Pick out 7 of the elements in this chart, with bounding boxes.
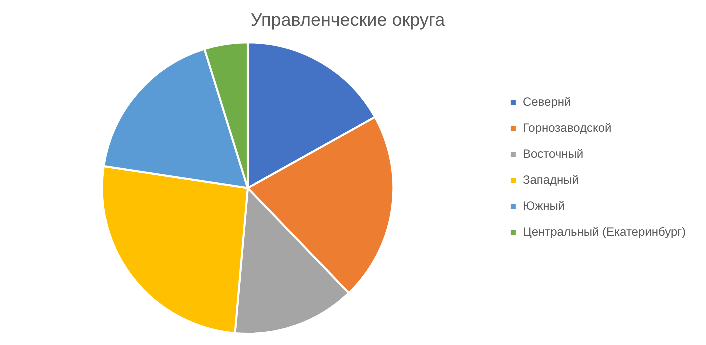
legend-label: Горнозаводской	[522, 120, 612, 135]
legend-label: Восточный	[522, 146, 584, 161]
legend-label: Западный	[522, 172, 580, 187]
legend-label: Центральный (Екатеринбург)	[522, 224, 686, 239]
legend-label: Южный	[522, 198, 566, 213]
chart-title: Управленческие округа	[250, 10, 446, 30]
legend-label: Севернй	[522, 94, 572, 109]
